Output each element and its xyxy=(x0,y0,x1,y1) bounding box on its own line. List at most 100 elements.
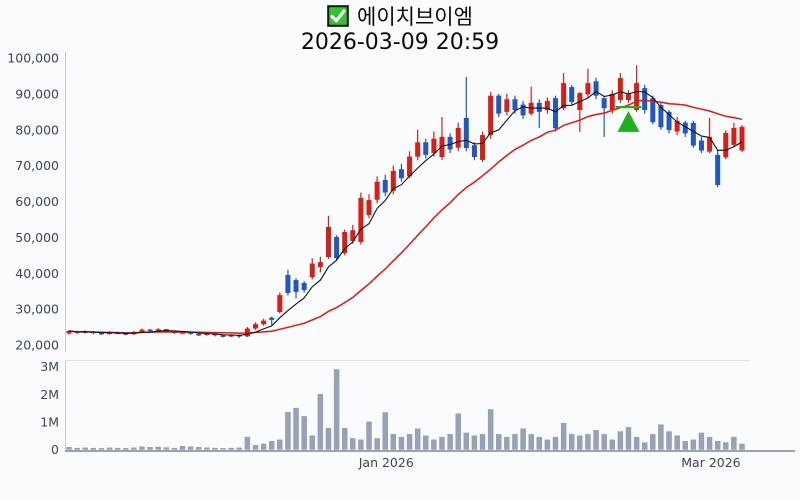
price-axis-tick-label: 20,000 xyxy=(15,338,59,353)
candle-up xyxy=(390,171,396,191)
candle-down xyxy=(398,169,404,179)
stock-name-title: 에이치브이엠 xyxy=(357,5,473,29)
candle-up xyxy=(342,231,348,254)
volume-bar xyxy=(625,427,632,450)
candle-up xyxy=(366,200,372,216)
price-axis-tick-label: 70,000 xyxy=(15,158,59,173)
volume-bar xyxy=(277,439,283,450)
candle-down xyxy=(682,122,688,134)
volume-bar xyxy=(147,447,153,450)
x-axis-label: Mar 2026 xyxy=(681,455,740,470)
volume-bar xyxy=(252,445,259,450)
checked-checkbox-icon[interactable] xyxy=(327,5,349,27)
volume-bar xyxy=(317,394,324,450)
volume-bar xyxy=(690,439,697,450)
volume-bar xyxy=(260,443,267,450)
candle-up xyxy=(723,132,729,158)
buy-marker-triangle xyxy=(617,111,640,132)
candle-down xyxy=(642,88,648,111)
volume-bar xyxy=(577,435,583,450)
ma-long-line xyxy=(68,99,743,334)
volume-bar xyxy=(98,448,105,450)
volume-bar xyxy=(139,446,145,450)
candle-down xyxy=(658,104,664,128)
candle-up xyxy=(358,197,364,243)
candle-down xyxy=(471,145,477,158)
candle-up xyxy=(561,83,567,109)
volume-bar xyxy=(658,424,664,450)
price-axis-tick-label: 100,000 xyxy=(7,51,59,66)
volume-bar xyxy=(293,407,299,450)
volume-bar xyxy=(163,447,170,450)
volume-bar xyxy=(390,434,397,450)
candle-down xyxy=(196,333,202,336)
candle-down xyxy=(666,111,672,131)
volume-bar xyxy=(609,439,615,450)
candle-up xyxy=(544,101,550,111)
volume-bar xyxy=(220,448,226,450)
volume-bar xyxy=(90,447,97,450)
volume-bar xyxy=(593,429,599,450)
volume-bar xyxy=(204,447,210,450)
volume-bar xyxy=(641,442,648,450)
volume-bar xyxy=(512,434,518,450)
volume-bar xyxy=(544,439,551,450)
candle-up xyxy=(674,120,680,132)
candle-down xyxy=(334,237,340,259)
volume-bar xyxy=(569,434,575,450)
candle-down xyxy=(423,142,429,155)
candle-up xyxy=(634,83,640,111)
volume-bar xyxy=(617,431,624,450)
volume-bar xyxy=(374,438,380,450)
candle-up xyxy=(585,83,591,95)
candle-down xyxy=(690,122,696,146)
volume-bar xyxy=(714,441,721,450)
candle-up xyxy=(309,263,315,278)
candle-down xyxy=(98,332,104,335)
candle-down xyxy=(698,140,704,151)
candle-up xyxy=(707,136,713,152)
candle-up xyxy=(455,127,461,148)
candle-down xyxy=(715,154,721,185)
volume-bar xyxy=(650,434,656,450)
volume-bar xyxy=(382,412,388,450)
candle-up xyxy=(252,324,258,329)
volume-bar xyxy=(682,441,688,450)
volume-bar xyxy=(212,447,218,450)
volume-bar xyxy=(358,439,364,450)
price-axis-tick-label: 40,000 xyxy=(15,266,59,281)
volume-bar xyxy=(455,413,461,450)
volume-bar xyxy=(739,443,745,450)
candle-down xyxy=(593,81,599,96)
candle-up xyxy=(731,127,737,145)
volume-bar xyxy=(706,436,713,450)
volume-bar xyxy=(723,442,729,450)
candle-down xyxy=(447,136,453,150)
candle-up xyxy=(415,142,421,157)
volume-axis-tick-label: 0 xyxy=(51,442,59,457)
volume-bar xyxy=(406,434,413,450)
volume-bar xyxy=(496,434,502,450)
volume-bar xyxy=(179,445,186,450)
volume-bar xyxy=(560,423,567,450)
candle-up xyxy=(439,136,445,158)
volume-bar xyxy=(471,435,478,450)
volume-bar xyxy=(350,438,356,450)
volume-bar xyxy=(674,435,680,450)
candle-down xyxy=(123,333,129,335)
candle-up xyxy=(480,135,486,160)
price-axis-tick-label: 80,000 xyxy=(15,122,59,137)
candle-down xyxy=(650,98,656,123)
price-axis-tick-label: 60,000 xyxy=(15,194,59,209)
candle-down xyxy=(520,104,526,116)
volume-bar xyxy=(585,434,591,450)
candle-up xyxy=(204,333,210,336)
volume-bar xyxy=(325,428,332,450)
candle-down xyxy=(147,329,153,332)
candle-up xyxy=(228,334,234,337)
volume-bar xyxy=(196,447,202,450)
checkbox-svg xyxy=(327,5,349,27)
chart-header: 에이치브이엠 2026-03-09 20:59 xyxy=(0,2,800,58)
